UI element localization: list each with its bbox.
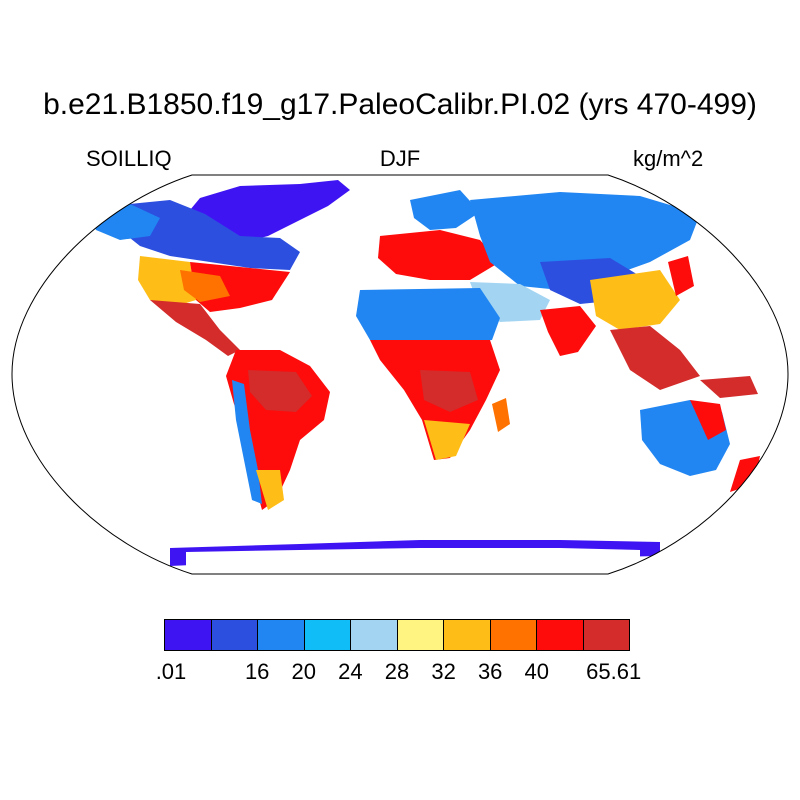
colorbar: [164, 619, 630, 651]
colorbar-label: 36: [477, 659, 503, 684]
colorbar-box-1: [211, 620, 258, 650]
map-border: [11, 174, 789, 575]
colorbar-box-2: [258, 620, 305, 650]
colorbar-box-4: [351, 620, 398, 650]
land-europe: [378, 230, 500, 280]
colorbar-box-3: [304, 620, 351, 650]
land-japan: [668, 256, 694, 296]
land-antarctica-inner: [186, 548, 640, 574]
land-sahara: [356, 288, 500, 346]
land-se-asia: [610, 326, 700, 390]
map-title: b.e21.B1850.f19_g17.PaleoCalibr.PI.02 (y…: [43, 88, 757, 121]
colorbar-label: 16: [244, 659, 270, 684]
land-new-zealand: [730, 456, 760, 492]
colorbar-label: .01: [155, 659, 187, 684]
colorbar-box-7: [490, 620, 537, 650]
land-africa-south: [424, 420, 470, 460]
land-sa-andes: [232, 380, 262, 504]
variable-name: SOILLIQ: [86, 146, 172, 171]
season-label: DJF: [379, 146, 421, 171]
colorbar-box-8: [537, 620, 584, 650]
land-usa-east: [190, 262, 290, 312]
land-usa-central: [180, 270, 230, 302]
colorbar-box-6: [444, 620, 491, 650]
land-australia-north: [690, 400, 726, 440]
colorbar-box-9: [583, 620, 629, 650]
land-siberia: [470, 192, 700, 290]
units-label: kg/m^2: [633, 146, 704, 171]
colorbar-label: 40: [524, 659, 550, 684]
land-europe-north: [410, 190, 480, 230]
land-india: [540, 306, 596, 356]
colorbar-label: 65.61: [586, 659, 642, 684]
land-sa-south: [256, 470, 284, 510]
land-new-guinea: [700, 376, 758, 398]
colorbar-label: 20: [291, 659, 317, 684]
land-china: [590, 270, 680, 330]
land-sa-amazon: [248, 370, 312, 412]
colorbar-box-0: [165, 620, 212, 650]
colorbar-label: 24: [338, 659, 363, 684]
land-africa-congo: [420, 370, 478, 412]
colorbar-box-5: [397, 620, 444, 650]
land-usa-west: [138, 256, 196, 308]
colorbar-label: 28: [384, 659, 410, 684]
land-madagascar: [492, 398, 510, 432]
colorbar-label: 32: [431, 659, 456, 684]
land-mexico: [150, 300, 240, 356]
